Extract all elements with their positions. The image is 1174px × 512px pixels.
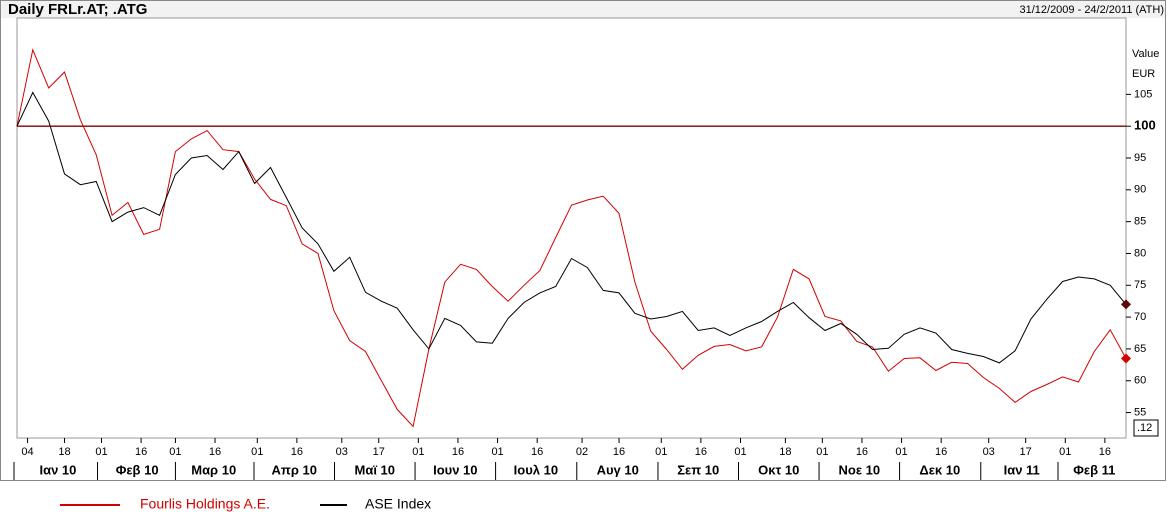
x-tick-label: 16 [613,446,625,458]
x-tick-label: 16 [531,446,543,458]
y-tick-label: 85 [1134,216,1146,228]
x-tick-label: 01 [169,446,181,458]
end-marker [1121,353,1131,364]
month-label: Απρ 10 [272,462,317,477]
x-tick-label: 16 [935,446,947,458]
x-tick-label: 18 [779,446,791,458]
x-tick-label: 16 [695,446,707,458]
plot-area [16,17,1127,439]
x-tick-label: 03 [336,446,348,458]
month-label: Οκτ 10 [758,462,799,477]
y-tick-label: 65 [1134,343,1146,355]
month-label: Σεπ 10 [677,462,719,477]
x-tick-label: 16 [291,446,303,458]
x-tick-label: 01 [412,446,424,458]
y-tick-label: 90 [1134,184,1146,196]
x-tick-label: 16 [856,446,868,458]
x-tick-label: 16 [452,446,464,458]
month-label: Αυγ 10 [597,462,639,477]
x-tick-label: 01 [816,446,828,458]
y-tick-label: 105 [1134,88,1152,100]
end-marker [1121,299,1131,310]
month-label: Φεβ 11 [1073,462,1115,477]
y-tick-label: 60 [1134,375,1146,387]
x-tick-label: 16 [135,446,147,458]
month-label: Μαρ 10 [191,462,236,477]
month-label: Δεκ 10 [919,462,960,477]
series-line [16,48,1127,428]
month-label: Ιαν 11 [1004,462,1040,477]
corner-label: .12 [1137,422,1152,434]
x-tick-label: 17 [373,446,385,458]
x-tick-label: 17 [1020,446,1032,458]
corner-box [1133,419,1159,437]
month-label: Ιουν 10 [433,462,477,477]
x-tick-label: 01 [95,446,107,458]
month-label: Μαϊ 10 [355,462,396,477]
month-label: Φεβ 10 [116,462,159,477]
x-tick-label: 02 [576,446,588,458]
x-tick-label: 01 [734,446,746,458]
month-label: Ιουλ 10 [514,462,558,477]
x-tick-label: 16 [209,446,221,458]
x-tick-label: 18 [58,446,70,458]
legend-label: ASE Index [365,496,431,512]
y-tick-label: 95 [1134,152,1146,164]
x-tick-label: 01 [491,446,503,458]
y-tick-label: 80 [1134,247,1146,259]
x-tick-label: 01 [251,446,263,458]
y-tick-label: 100 [1134,118,1156,133]
x-tick-label: 04 [21,446,33,458]
chart-subtitle: 31/12/2009 - 24/2/2011 (ATH) [1019,4,1164,16]
y-tick-label: 70 [1134,311,1146,323]
x-tick-label: 01 [1059,446,1071,458]
x-tick-label: 03 [983,446,995,458]
x-tick-label: 01 [895,446,907,458]
title-bar [1,1,1165,18]
month-label: Ιαν 10 [39,462,76,477]
legend-label: Fourlis Holdings A.E. [140,496,270,512]
y-tick-label: 75 [1134,279,1146,291]
month-label: Νοε 10 [839,462,881,477]
x-tick-label: 01 [655,446,667,458]
y-axis-unit: EUR [1132,68,1155,80]
series-line [16,91,1127,364]
chart-title: Daily FRLr.AT; .ATG [8,1,147,18]
y-axis-label: Value [1132,48,1159,60]
y-tick-label: 55 [1134,406,1146,418]
x-tick-label: 16 [1099,446,1111,458]
